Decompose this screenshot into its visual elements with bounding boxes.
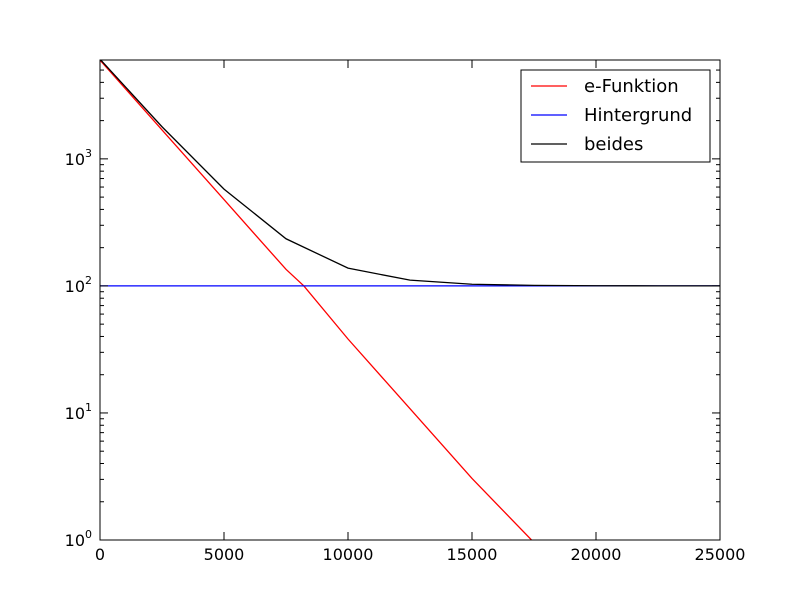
x-tick-label: 5000	[204, 545, 245, 564]
legend-label-beides: beides	[584, 134, 643, 155]
y-tick-label: 103	[65, 147, 92, 169]
y-tick-label: 101	[65, 401, 92, 423]
y-tick-label: 102	[65, 274, 92, 296]
x-tick-label: 15000	[447, 545, 498, 564]
legend-box	[520, 69, 711, 163]
plot-frame	[99, 59, 721, 541]
x-tick-label: 20000	[571, 545, 622, 564]
series-line-beides	[100, 60, 720, 287]
legend: e-Funktion Hintergrund beides	[520, 69, 711, 163]
legend-label-hintergrund: Hintergrund	[584, 105, 692, 126]
x-tick-label: 25000	[695, 545, 746, 564]
x-tick-label: 0	[95, 545, 105, 564]
series-layer	[100, 60, 720, 540]
x-tick-label: 10000	[323, 545, 374, 564]
y-tick-label: 100	[65, 528, 92, 550]
ticks-layer: 0 5000 10000 15000 20000 25000 100 101 102 103	[65, 60, 746, 564]
legend-label-e-funktion: e-Funktion	[584, 76, 679, 97]
